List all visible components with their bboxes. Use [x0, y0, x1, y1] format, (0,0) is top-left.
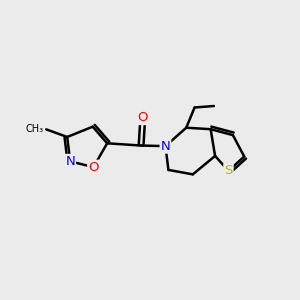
Text: O: O [137, 111, 148, 124]
Text: S: S [224, 164, 233, 177]
Text: O: O [88, 160, 99, 174]
Text: N: N [160, 140, 170, 153]
Text: CH₃: CH₃ [26, 124, 44, 134]
Text: N: N [65, 155, 75, 168]
